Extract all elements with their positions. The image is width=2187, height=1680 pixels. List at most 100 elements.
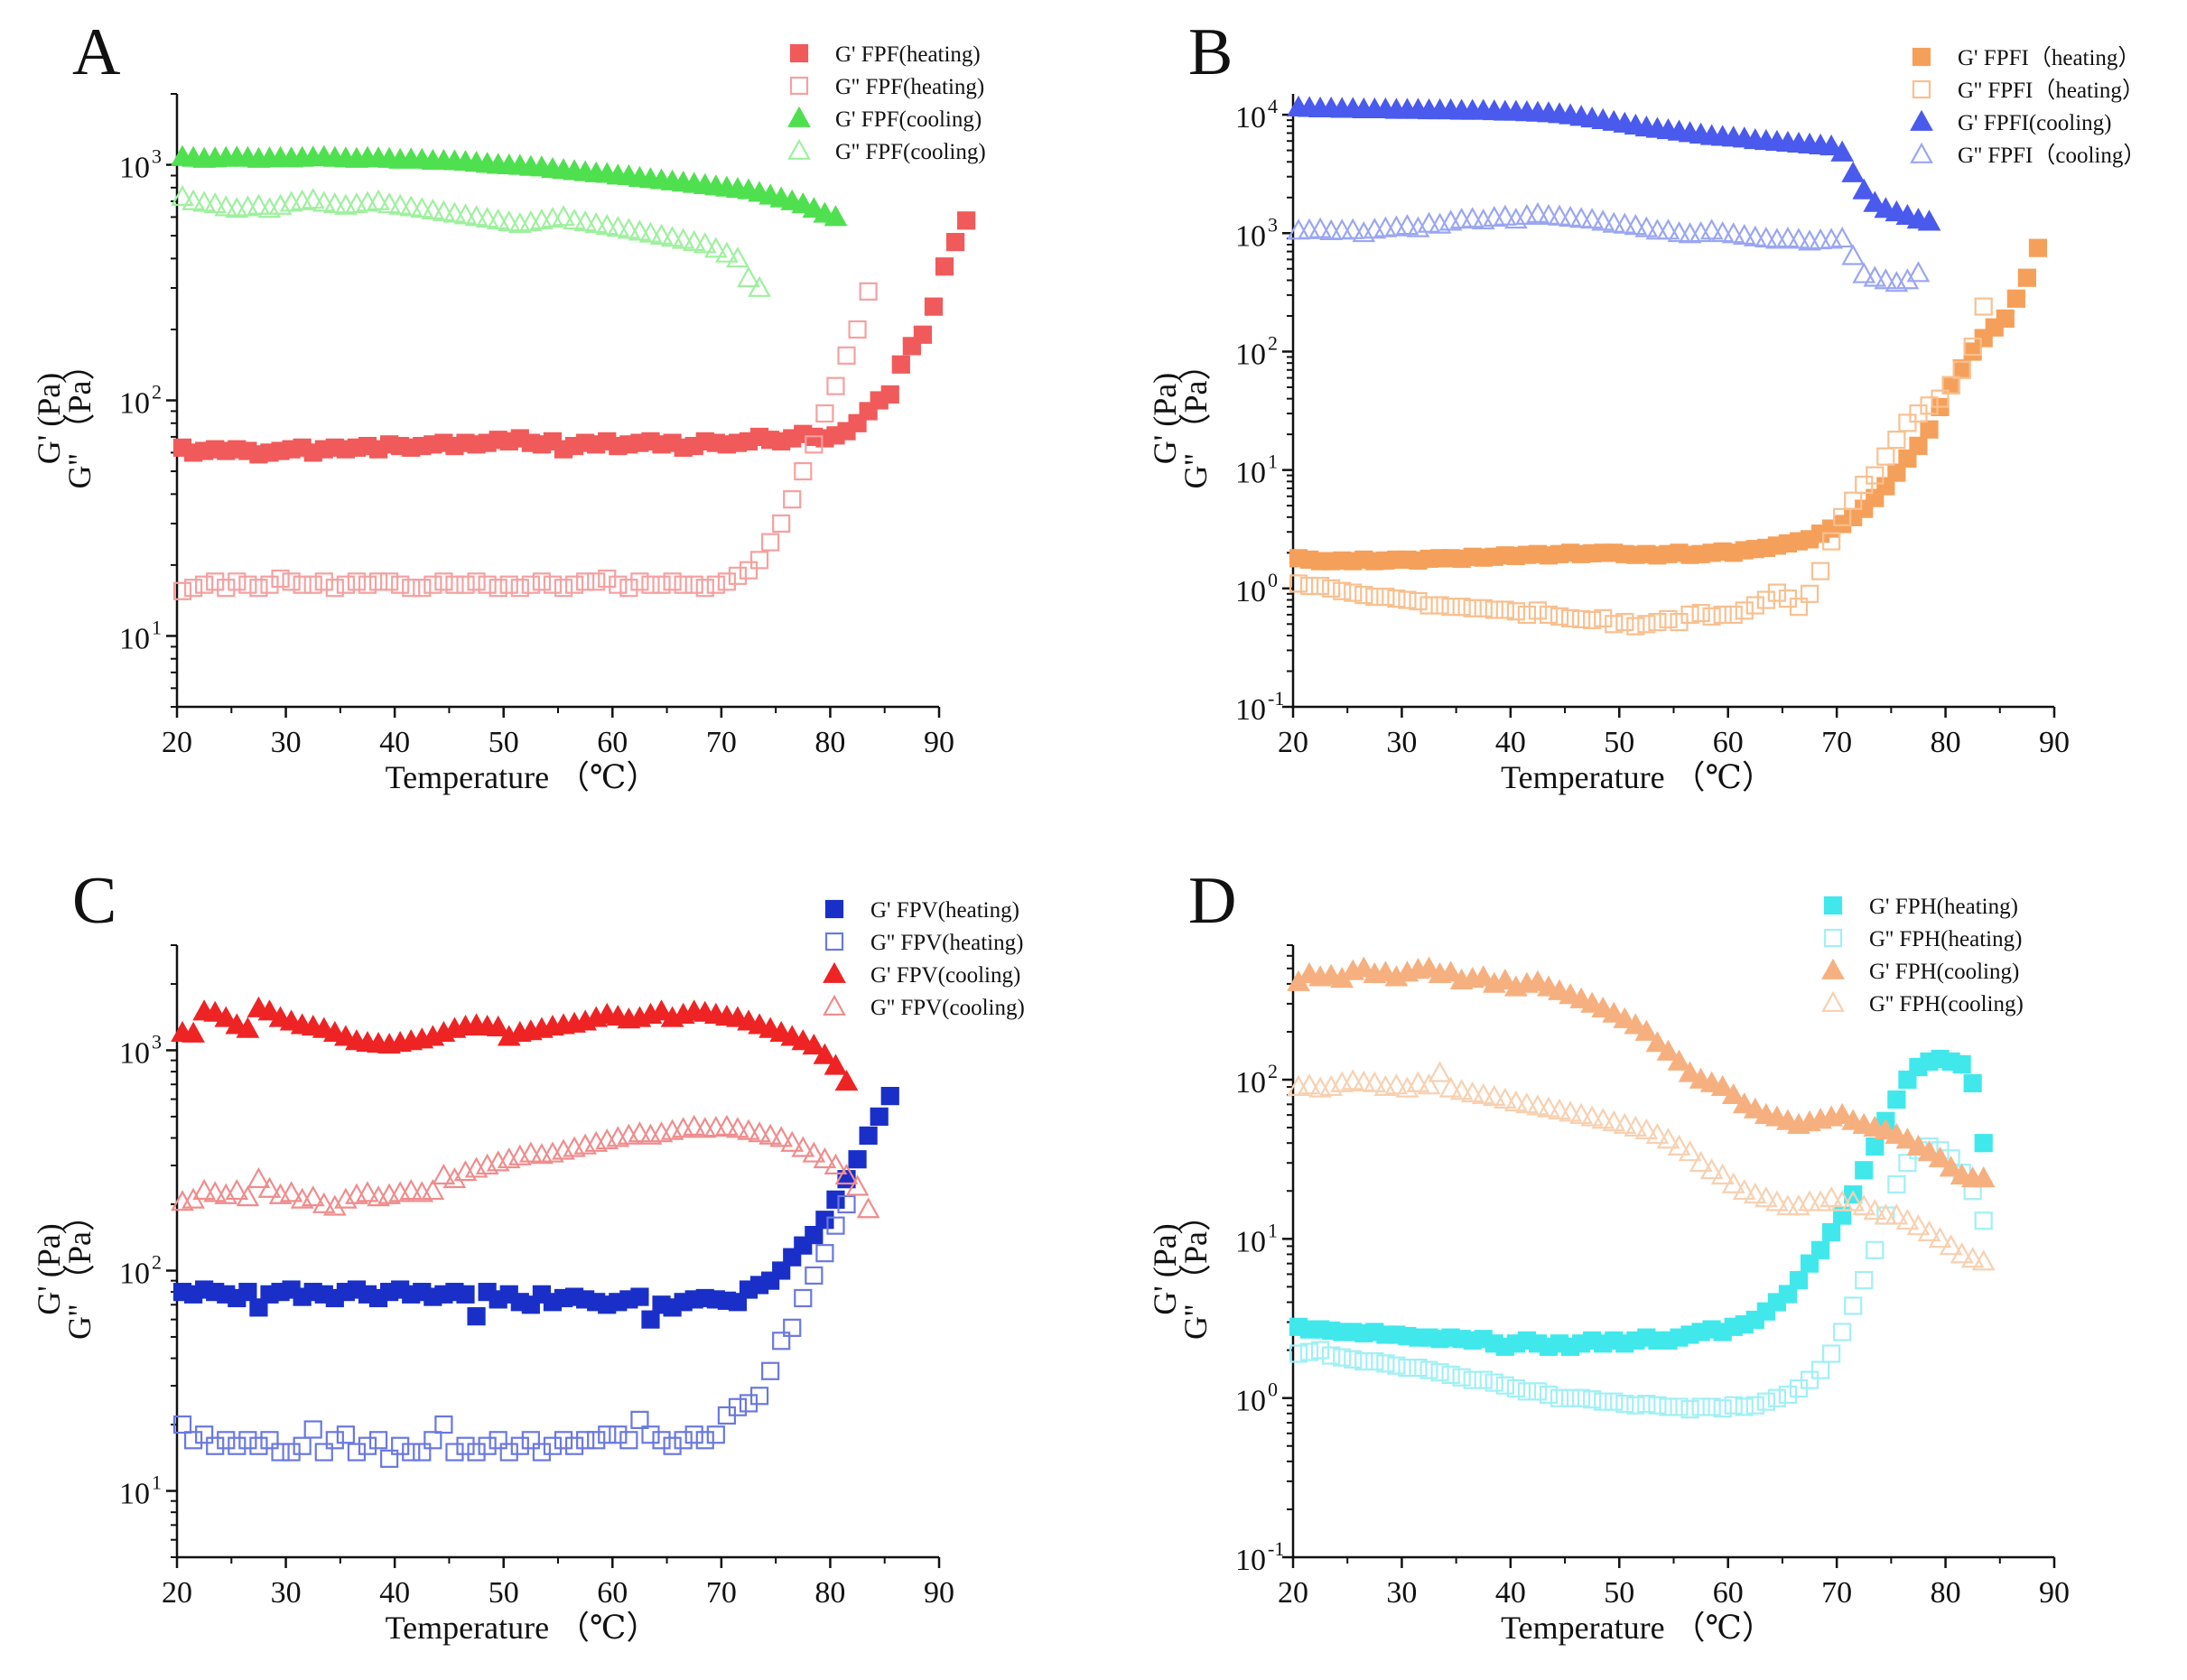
data-point (628, 219, 652, 241)
legend-label: G'' FPF(heating) (835, 75, 984, 99)
data-point (1866, 1240, 1885, 1259)
y-tick-exponent: 2 (1268, 1060, 1278, 1082)
data-point (1484, 600, 1503, 619)
data-point (1710, 1163, 1735, 1185)
data-point (1887, 1174, 1906, 1194)
legend-label: G' FPF(cooling) (835, 107, 982, 132)
data-point (1833, 1206, 1852, 1225)
data-point (769, 1126, 794, 1147)
x-axis-title: Temperature （℃） (1501, 759, 1774, 795)
data-point (1333, 581, 1352, 600)
y-tick-exponent: -1 (1268, 687, 1284, 710)
data-point (1580, 1105, 1605, 1127)
data-point (695, 1431, 714, 1450)
data-point (1906, 1214, 1931, 1236)
data-point (257, 1176, 282, 1198)
data-point (1602, 211, 1626, 233)
data-point (1931, 389, 1950, 408)
legend-label: G' FPV(cooling) (870, 963, 1020, 988)
y-tick-label: 10 (1235, 1544, 1266, 1577)
data-point (1591, 996, 1615, 1018)
data-point (499, 1443, 518, 1462)
y-tick-label: 10 (119, 1257, 150, 1290)
data-point (475, 207, 499, 228)
data-point (1289, 574, 1308, 593)
data-point (674, 1431, 693, 1450)
data-point (203, 191, 228, 214)
data-point (225, 1178, 249, 1201)
data-point (1526, 1094, 1550, 1116)
series-2 (172, 1194, 856, 1468)
x-tick-label: 90 (2039, 1576, 2070, 1610)
data-point (1637, 1394, 1656, 1414)
data-point (609, 1425, 628, 1444)
data-point (748, 1121, 771, 1143)
data-point (1776, 227, 1800, 248)
y-tick-label: 10 (119, 1036, 150, 1070)
data-point (2006, 289, 2025, 308)
data-point (532, 572, 552, 591)
x-tick-label: 40 (379, 726, 410, 759)
data-point (356, 1181, 379, 1202)
legend-marker (1912, 47, 1931, 67)
data-point (824, 1153, 848, 1174)
data-point (183, 579, 203, 598)
legend-marker (824, 932, 844, 951)
data-point (805, 435, 824, 454)
x-tick-label: 70 (1821, 726, 1852, 759)
data-point (2028, 238, 2048, 257)
x-tick-label: 90 (2039, 726, 2070, 759)
data-point (1344, 583, 1363, 602)
legend-marker (787, 106, 811, 127)
data-point (1409, 591, 1428, 611)
data-point (1591, 1108, 1615, 1129)
data-point (715, 1114, 739, 1136)
data-point (1710, 221, 1735, 243)
data-point (1395, 1076, 1419, 1098)
data-point (347, 1443, 367, 1462)
data-point (1572, 1388, 1591, 1407)
data-point (486, 1015, 510, 1037)
data-point (630, 1410, 649, 1429)
series-3 (1287, 95, 1941, 231)
data-point (388, 193, 413, 215)
data-point (334, 193, 358, 215)
data-point (1866, 466, 1885, 485)
data-point (1634, 1019, 1659, 1041)
data-point (1645, 1122, 1670, 1145)
data-point (1452, 1368, 1471, 1387)
data-point (1299, 576, 1319, 596)
data-point (336, 1425, 355, 1444)
data-point (1863, 190, 1887, 212)
data-point (1713, 1399, 1732, 1418)
data-point (195, 575, 214, 594)
data-point (1352, 1070, 1376, 1092)
data-point (880, 385, 899, 404)
data-point (1841, 1190, 1866, 1211)
data-point (587, 572, 606, 591)
data-point (826, 1216, 845, 1235)
data-point (402, 1443, 421, 1462)
data-point (1615, 612, 1634, 632)
data-point (1613, 212, 1637, 234)
data-point (336, 575, 355, 594)
data-point (238, 575, 257, 594)
y-tick-exponent: 3 (152, 1030, 162, 1053)
panel-a-letter: A (72, 15, 120, 89)
x-axis-title: Temperature （℃） (386, 759, 659, 795)
data-point (1537, 1096, 1560, 1118)
data-point (257, 999, 282, 1021)
data-point (1667, 221, 1691, 243)
x-tick-label: 60 (597, 726, 628, 759)
data-point (693, 232, 717, 254)
data-point (1583, 610, 1602, 630)
y-tick-exponent: 2 (152, 381, 162, 404)
data-point (1732, 1178, 1756, 1201)
data-point (380, 572, 399, 591)
data-point (1419, 1360, 1438, 1379)
data-point (453, 203, 478, 225)
data-point (1952, 360, 1971, 379)
data-point (1354, 1351, 1373, 1371)
y-tick-label: 10 (119, 387, 150, 421)
